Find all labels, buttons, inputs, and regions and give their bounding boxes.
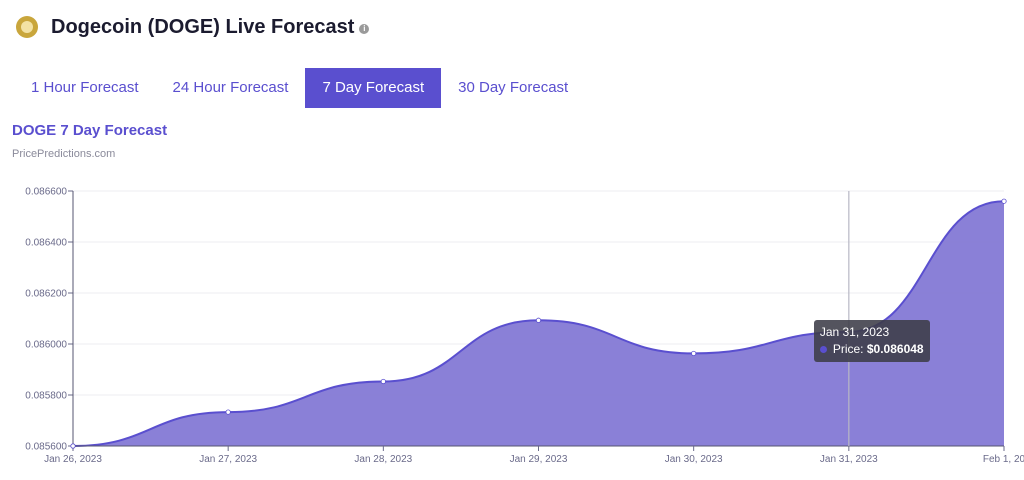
chart-tooltip: Jan 31, 2023 Price: $0.086048	[813, 319, 930, 362]
tooltip-price-row: Price: $0.086048	[819, 341, 924, 358]
x-tick-label: Jan 27, 2023	[199, 454, 257, 465]
dogecoin-logo-icon	[16, 16, 38, 38]
x-tick-label: Feb 1, 20	[983, 454, 1024, 465]
tab-1-hour-forecast[interactable]: 1 Hour Forecast	[31, 79, 139, 96]
x-tick-label: Jan 28, 2023	[354, 454, 412, 465]
y-tick-label: 0.085600	[25, 442, 67, 453]
series-dot-icon	[819, 345, 827, 353]
chart-title: DOGE 7 Day Forecast	[12, 122, 168, 139]
chart-source: PricePredictions.com	[12, 148, 116, 160]
y-tick-label: 0.086000	[25, 340, 67, 351]
header: Dogecoin (DOGE) Live Forecast i	[16, 12, 370, 42]
data-point	[535, 317, 542, 323]
price-area-fill	[73, 201, 1004, 446]
tooltip-date: Jan 31, 2023	[819, 324, 890, 339]
data-point	[225, 409, 231, 415]
tooltip-price-label: Price:	[832, 341, 864, 356]
forecast-tabs: 1 Hour Forecast 24 Hour Forecast 7 Day F…	[14, 68, 585, 108]
tab-30-day-forecast[interactable]: 30 Day Forecast	[458, 79, 569, 96]
y-tick-label: 0.086400	[25, 238, 67, 249]
info-icon[interactable]: i	[359, 24, 370, 34]
y-tick-label: 0.086600	[25, 187, 67, 198]
data-point	[691, 350, 697, 357]
y-tick-label: 0.085800	[25, 391, 67, 402]
page-title: Dogecoin (DOGE) Live Forecast	[51, 15, 355, 38]
x-tick-label: Jan 30, 2023	[665, 454, 723, 465]
data-point	[1001, 198, 1007, 204]
tooltip-price-value: $0.086048	[866, 341, 924, 356]
tab-24-hour-forecast[interactable]: 24 Hour Forecast	[172, 79, 289, 96]
x-tick-label: Jan 31, 2023	[820, 454, 878, 465]
x-tick-label: Jan 29, 2023	[510, 454, 568, 465]
data-point	[70, 443, 76, 449]
tab-7-day-forecast[interactable]: 7 Day Forecast	[305, 68, 442, 108]
data-point	[380, 378, 386, 385]
y-tick-label: 0.086200	[25, 289, 67, 300]
x-tick-label: Jan 26, 2023	[44, 454, 102, 465]
